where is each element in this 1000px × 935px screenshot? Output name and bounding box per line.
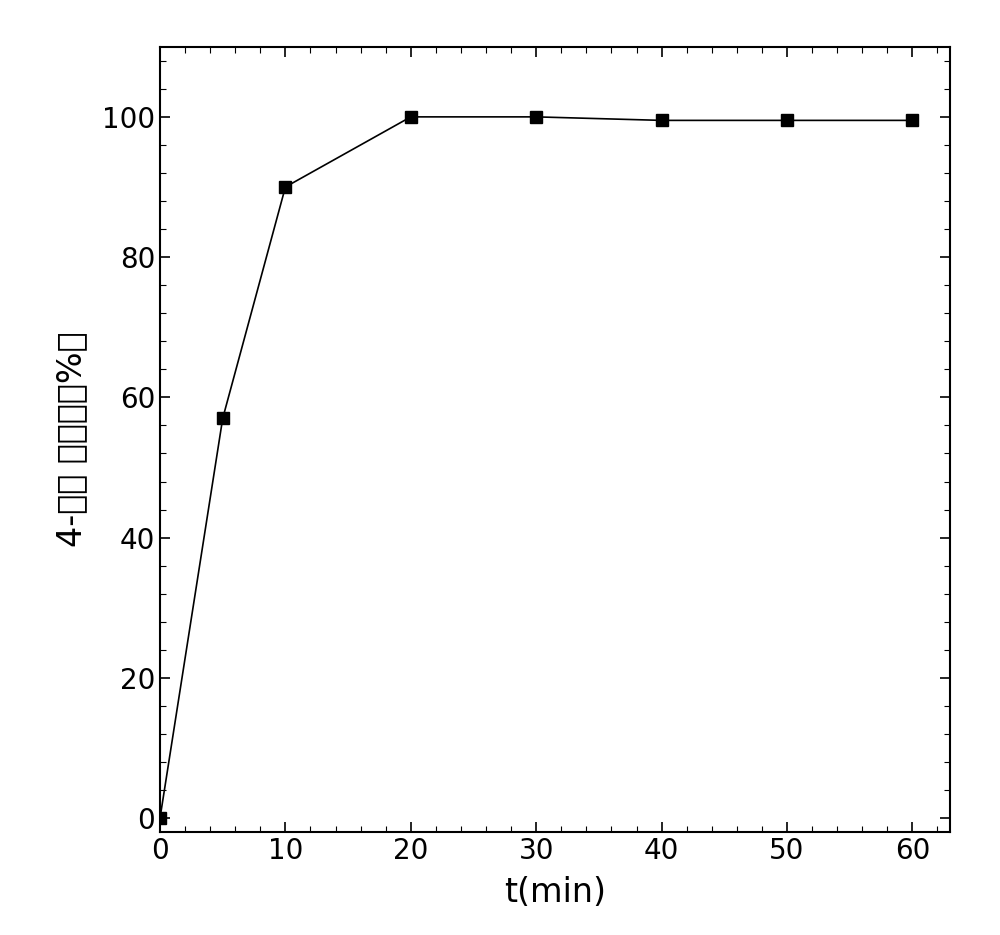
Y-axis label: 4-氯酚 去除率（%）: 4-氯酚 去除率（%） bbox=[55, 332, 88, 547]
X-axis label: t(min): t(min) bbox=[504, 876, 606, 909]
